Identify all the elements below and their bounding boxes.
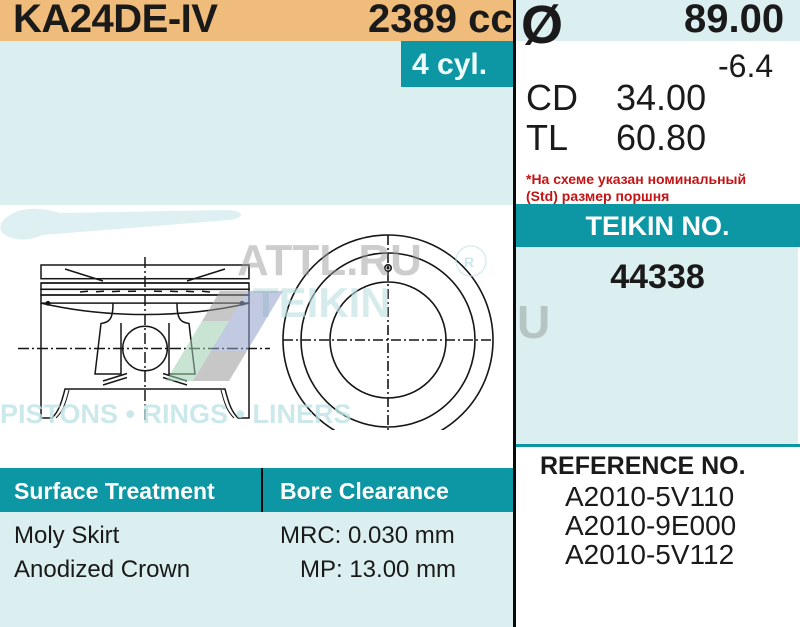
svg-text:ATTL.RU: ATTL.RU: [237, 236, 422, 285]
svg-text:R: R: [464, 254, 474, 270]
svg-text:PISTONS • RINGS • LINERS: PISTONS • RINGS • LINERS: [0, 399, 351, 429]
